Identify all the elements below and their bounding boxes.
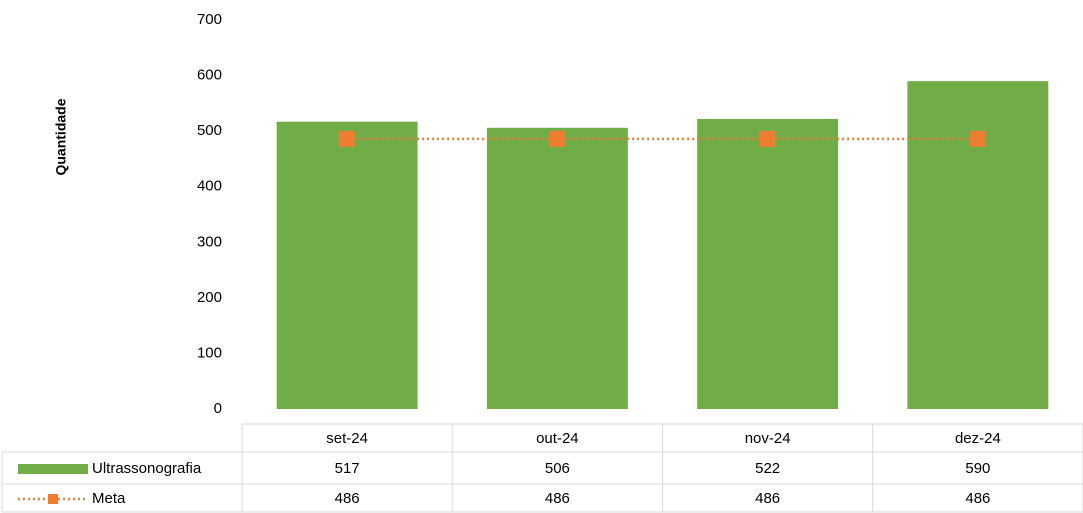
y-tick-label: 400: [197, 178, 222, 195]
legend-key: [18, 464, 88, 474]
legend-label: Meta: [92, 490, 126, 507]
y-axis-title: Quantidade: [53, 98, 69, 175]
table-value: 486: [755, 490, 780, 507]
table-value: 486: [335, 490, 360, 507]
y-tick-label: 500: [197, 122, 222, 139]
y-tick-label: 300: [197, 233, 222, 250]
y-tick-label: 600: [197, 67, 222, 84]
y-tick-label: 0: [214, 400, 222, 417]
bar: [697, 118, 839, 409]
legend-label: Ultrassonografia: [92, 460, 202, 477]
x-tick-label: dez-24: [955, 430, 1001, 447]
line-marker: [759, 130, 776, 147]
x-tick-label: out-24: [536, 430, 579, 447]
bar: [486, 127, 628, 410]
bar: [907, 81, 1049, 409]
table-value: 517: [335, 460, 360, 477]
table-value: 506: [545, 460, 570, 477]
x-tick-label: set-24: [326, 430, 368, 447]
y-tick-label: 700: [197, 11, 222, 28]
table-value: 590: [965, 460, 990, 477]
table-value: 522: [755, 460, 780, 477]
y-tick-label: 100: [197, 344, 222, 361]
line-marker: [969, 130, 986, 147]
table-value: 486: [965, 490, 990, 507]
legend-key-marker: [48, 494, 58, 504]
y-tick-label: 200: [197, 289, 222, 306]
line-marker: [339, 130, 356, 147]
table-value: 486: [545, 490, 570, 507]
x-tick-label: nov-24: [745, 430, 791, 447]
line-marker: [549, 130, 566, 147]
bar: [276, 121, 418, 410]
